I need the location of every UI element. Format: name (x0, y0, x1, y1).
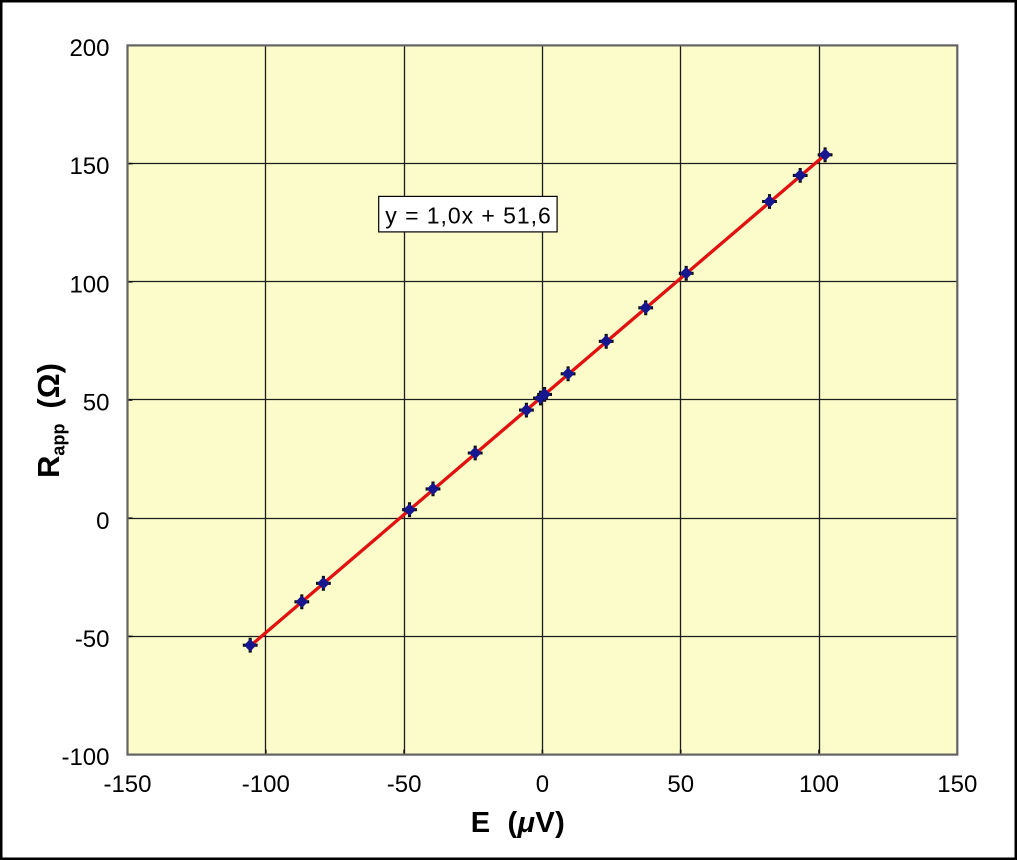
svg-text:100: 100 (69, 271, 109, 298)
svg-text:y = 1,0x + 51,6: y = 1,0x + 51,6 (385, 203, 551, 229)
svg-text:150: 150 (69, 153, 109, 180)
svg-text:-50: -50 (75, 626, 110, 653)
svg-text:50: 50 (667, 771, 694, 798)
svg-text:0: 0 (536, 771, 549, 798)
svg-text:-100: -100 (61, 744, 109, 771)
svg-text:-50: -50 (387, 771, 422, 798)
svg-text:-150: -150 (103, 771, 151, 798)
svg-text:200: 200 (69, 35, 109, 62)
svg-text:50: 50 (83, 390, 110, 417)
svg-text:100: 100 (799, 771, 839, 798)
svg-text:E (μV): E (μV) (471, 807, 565, 839)
svg-text:0: 0 (96, 508, 109, 535)
svg-text:-100: -100 (242, 771, 290, 798)
svg-text:150: 150 (937, 771, 977, 798)
